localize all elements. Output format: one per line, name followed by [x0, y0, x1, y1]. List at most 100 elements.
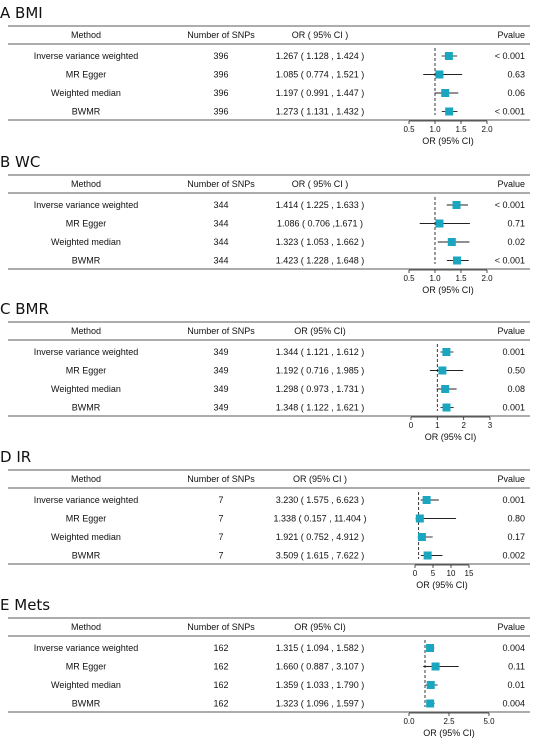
header-nsnps: Number of SNPs: [187, 622, 255, 632]
method-label: Weighted median: [51, 384, 121, 394]
or-point-marker: [445, 107, 454, 116]
table-row: BWMR 344 1.423 ( 1.228 , 1.648 ) < 0.001: [72, 256, 525, 266]
nsnps-value: 162: [213, 643, 228, 653]
x-tick-label: 2: [461, 421, 466, 430]
table-row: MR Egger 7 1.338 ( 0.157 , 11.404 ) 0.80: [66, 514, 525, 524]
method-label: BWMR: [72, 107, 101, 117]
or-point-marker: [444, 52, 453, 60]
nsnps-value: 7: [218, 551, 223, 561]
or-ci-text: 1.423 ( 1.228 , 1.648 ): [276, 256, 365, 266]
or-point-marker: [415, 514, 424, 523]
pvalue-text: 0.17: [507, 532, 525, 542]
or-ci-text: 1.315 ( 1.094 , 1.582 ): [276, 643, 365, 653]
header-pvalue: Pvalue: [497, 179, 525, 189]
nsnps-value: 344: [213, 256, 228, 266]
header-nsnps: Number of SNPs: [187, 326, 255, 336]
header-method: Method: [71, 326, 101, 336]
x-axis-title: OR (95% CI): [422, 136, 474, 146]
table-row: Inverse variance weighted 162 1.315 ( 1.09…: [34, 643, 525, 653]
method-label: Inverse variance weighted: [34, 200, 139, 210]
pvalue-text: < 0.001: [495, 51, 525, 61]
or-ci-text: 1.197 ( 0.991 , 1.447 ): [276, 88, 365, 98]
or-point-marker: [447, 238, 456, 246]
table-row: Inverse variance weighted 349 1.344 ( 1.12…: [34, 347, 525, 357]
or-point-marker: [417, 533, 426, 541]
table-row: BWMR 162 1.323 ( 1.096 , 1.597 ) 0.004: [72, 699, 525, 709]
pvalue-text: 0.004: [502, 643, 525, 653]
header-pvalue: Pvalue: [497, 474, 525, 484]
table-row: BWMR 349 1.348 ( 1.122 , 1.621 ) 0.001: [72, 403, 525, 413]
nsnps-value: 162: [213, 699, 228, 709]
nsnps-value: 7: [218, 495, 223, 505]
or-ci-text: 1.344 ( 1.121 , 1.612 ): [276, 347, 365, 357]
method-label: Inverse variance weighted: [34, 495, 139, 505]
method-label: Weighted median: [51, 237, 121, 247]
or-point-marker: [442, 403, 451, 412]
or-point-marker: [423, 551, 432, 560]
method-label: MR Egger: [66, 662, 107, 672]
nsnps-value: 349: [213, 347, 228, 357]
or-point-marker: [426, 681, 435, 689]
or-point-marker: [431, 662, 440, 671]
panel-1: A BMI Method Number of SNPs OR ( 95% CI ) Pv…: [0, 4, 530, 146]
pvalue-text: 0.50: [507, 366, 525, 376]
x-tick-label: 1.0: [429, 274, 441, 283]
header-or: OR ( 95% CI ): [292, 30, 349, 40]
method-label: Weighted median: [51, 680, 121, 690]
table-row: Weighted median 396 1.197 ( 0.991 , 1.447 …: [51, 88, 525, 98]
panel-5: E Mets Method Number of SNPs OR (95% CI) Pva…: [0, 596, 530, 738]
or-ci-text: 1.359 ( 1.033 , 1.790 ): [276, 680, 365, 690]
method-label: Weighted median: [51, 88, 121, 98]
method-label: MR Egger: [66, 514, 107, 524]
x-tick-label: 0.0: [403, 717, 415, 726]
header-pvalue: Pvalue: [497, 326, 525, 336]
table-row: Inverse variance weighted 344 1.414 ( 1.22…: [34, 200, 525, 210]
header-or: OR (95% CI ): [293, 474, 347, 484]
pvalue-text: < 0.001: [495, 256, 525, 266]
panel-2: B WC Method Number of SNPs OR ( 95% CI ) Pva…: [0, 153, 530, 295]
nsnps-value: 396: [213, 70, 228, 80]
method-label: BWMR: [72, 403, 101, 413]
header-pvalue: Pvalue: [497, 30, 525, 40]
method-label: BWMR: [72, 551, 101, 561]
table-row: Weighted median 349 1.298 ( 0.973 , 1.731 …: [51, 384, 525, 394]
x-axis-title: OR (95% CI): [422, 285, 474, 295]
pvalue-text: < 0.001: [495, 200, 525, 210]
method-label: BWMR: [72, 256, 101, 266]
header-method: Method: [71, 622, 101, 632]
or-point-marker: [426, 699, 435, 708]
or-ci-text: 1.414 ( 1.225 , 1.633 ): [276, 200, 365, 210]
or-ci-text: 1.273 ( 1.131 , 1.432 ): [276, 107, 365, 117]
pvalue-text: < 0.001: [495, 107, 525, 117]
pvalue-text: 0.71: [507, 219, 525, 229]
x-axis-title: OR (95% CI): [425, 432, 477, 442]
pvalue-text: 0.63: [507, 70, 525, 80]
method-label: MR Egger: [66, 219, 107, 229]
pvalue-text: 0.11: [508, 662, 525, 672]
or-ci-text: 1.085 ( 0.774 , 1.521 ): [276, 70, 365, 80]
pvalue-text: 0.06: [507, 88, 525, 98]
table-row: BWMR 7 3.509 ( 1.615 , 7.622 ) 0.002: [72, 551, 525, 561]
method-label: MR Egger: [66, 366, 107, 376]
nsnps-value: 344: [213, 200, 228, 210]
or-ci-text: 3.509 ( 1.615 , 7.622 ): [276, 551, 365, 561]
or-point-marker: [438, 366, 447, 375]
x-axis-title: OR (95% CI): [423, 728, 475, 738]
method-label: Inverse variance weighted: [34, 51, 139, 61]
nsnps-value: 162: [213, 680, 228, 690]
or-ci-text: 1.660 ( 0.887 , 3.107 ): [276, 662, 365, 672]
or-point-marker: [422, 496, 431, 504]
or-ci-text: 1.323 ( 1.096 , 1.597 ): [276, 699, 365, 709]
header-or: OR (95% CI): [294, 326, 346, 336]
table-row: MR Egger 344 1.086 ( 0.706 ,1.671 ) 0.71: [66, 219, 525, 229]
nsnps-value: 7: [218, 514, 223, 524]
x-tick-label: 2.5: [443, 717, 455, 726]
x-tick-label: 5: [431, 569, 436, 578]
or-ci-text: 1.338 ( 0.157 , 11.404 ): [274, 514, 367, 524]
header-or: OR ( 95% CI ): [292, 179, 349, 189]
table-row: MR Egger 162 1.660 ( 0.887 , 3.107 ) 0.11: [66, 662, 525, 672]
nsnps-value: 396: [213, 107, 228, 117]
nsnps-value: 396: [213, 51, 228, 61]
pvalue-text: 0.02: [507, 237, 525, 247]
